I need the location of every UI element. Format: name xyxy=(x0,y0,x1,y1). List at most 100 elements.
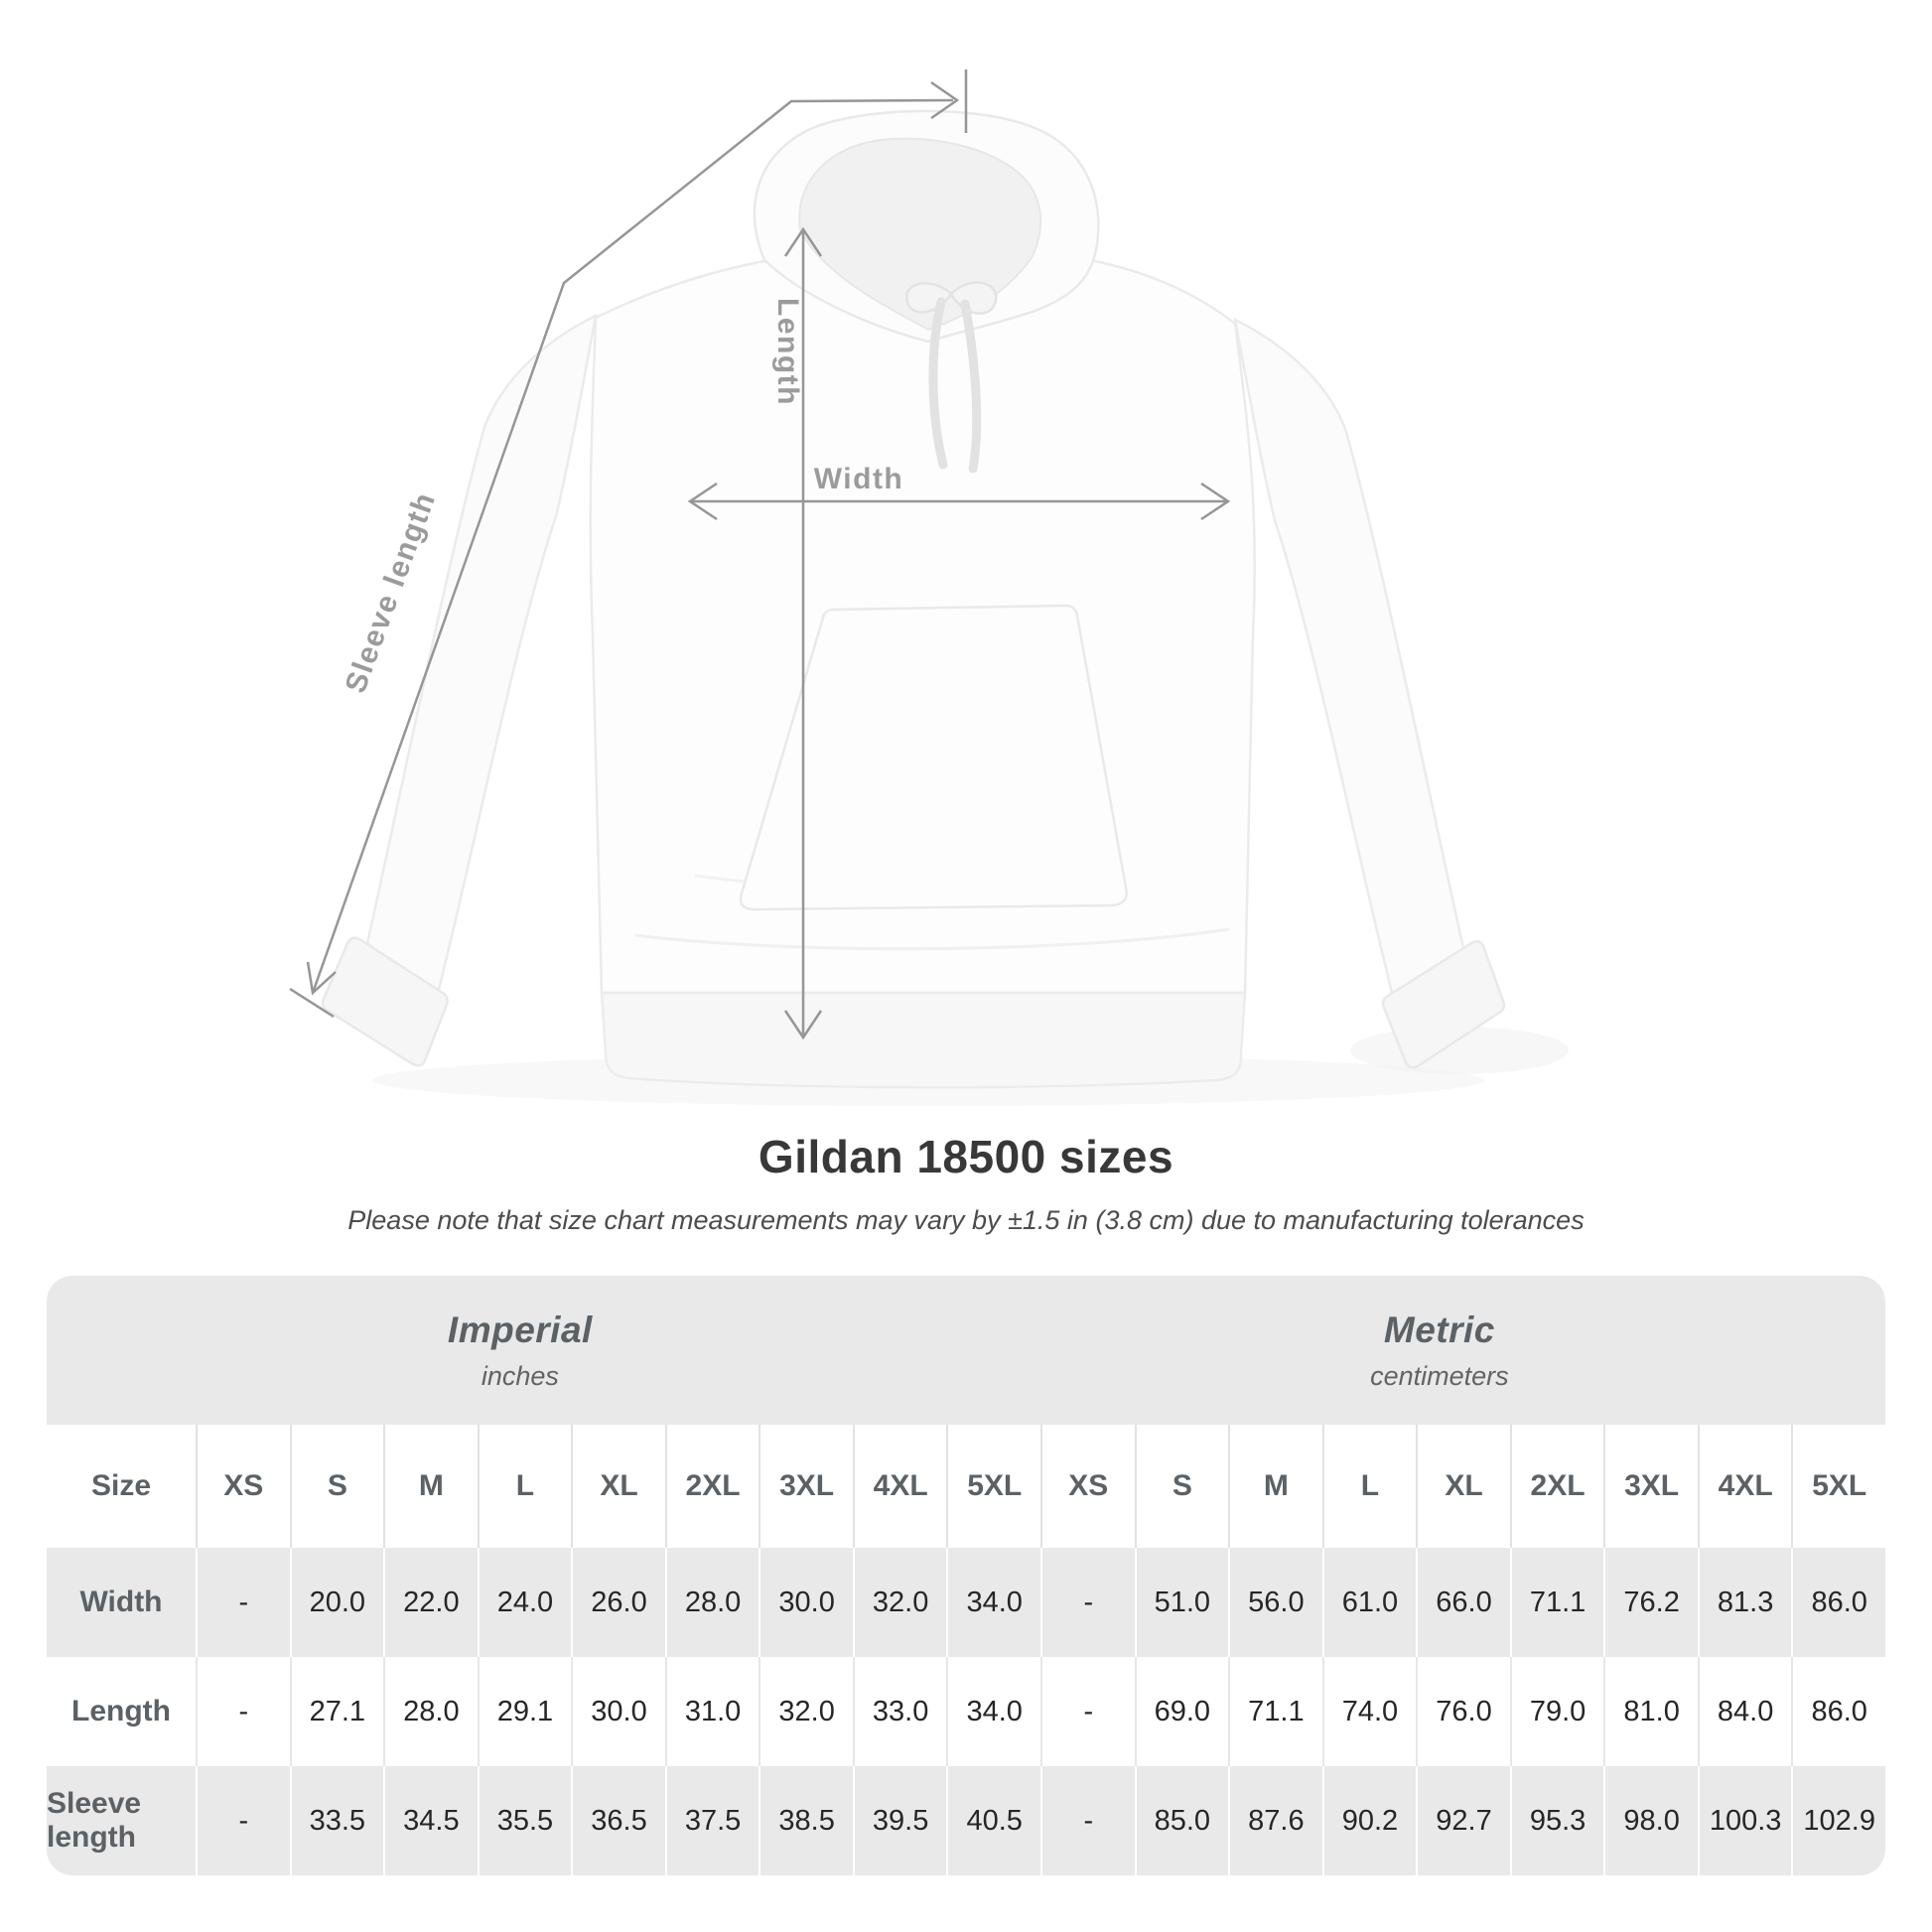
measurement-annotations xyxy=(289,69,1231,1040)
value-imperial-2xl: 31.0 xyxy=(664,1657,759,1766)
hoodie-measurement-diagram: Length Width Sleeve length xyxy=(289,69,1506,1089)
value-imperial-4xl: 33.0 xyxy=(852,1657,947,1766)
value-metric-3xl: 76.2 xyxy=(1603,1548,1698,1657)
value-metric-l: 90.2 xyxy=(1321,1766,1417,1875)
value-metric-4xl: 84.0 xyxy=(1697,1657,1792,1766)
sleeve-length-line xyxy=(311,98,954,994)
hoodie-sleeve-left xyxy=(365,313,598,1001)
value-metric-xl: 92.7 xyxy=(1416,1766,1510,1875)
size-header-metric-5xl: 5XL xyxy=(1791,1425,1885,1548)
sleeve-length-top-arrow xyxy=(930,80,960,120)
value-imperial-l: 35.5 xyxy=(477,1766,572,1875)
size-header-metric-m: M xyxy=(1228,1425,1322,1548)
hoodie-cuff-left xyxy=(321,936,449,1067)
value-imperial-xl: 26.0 xyxy=(571,1548,665,1657)
value-imperial-l: 24.0 xyxy=(477,1548,572,1657)
table-body: Width -20.0 22.0 24.0 26.0 28.0 30.0 32.0 34.0-5… xyxy=(47,1548,1885,1875)
size-header-metric-xl: XL xyxy=(1416,1425,1510,1548)
value-metric-l: 61.0 xyxy=(1321,1548,1417,1657)
value-metric-m: 56.0 xyxy=(1228,1548,1322,1657)
hoodie-sleeve-right xyxy=(1233,317,1465,1004)
hoodie-cuff-right xyxy=(1381,939,1506,1069)
unit-group-imperial: Imperial inches xyxy=(47,1276,994,1425)
value-imperial-4xl: 32.0 xyxy=(852,1548,947,1657)
value-imperial-2xl: 37.5 xyxy=(664,1766,759,1875)
value-imperial-xl: 30.0 xyxy=(571,1657,665,1766)
value-imperial-xs: - xyxy=(196,1766,290,1875)
value-metric-4xl: 81.3 xyxy=(1697,1548,1792,1657)
measurement-label: Width xyxy=(79,1586,163,1618)
metric-unit: centimeters xyxy=(1370,1360,1509,1391)
size-header-metric-l: L xyxy=(1321,1425,1417,1548)
width-arrow-left xyxy=(687,482,718,521)
measurement-row-width: Width -20.0 22.0 24.0 26.0 28.0 30.0 32.0 34.0-5… xyxy=(47,1548,1885,1657)
value-imperial-2xl: 28.0 xyxy=(664,1548,759,1657)
value-metric-5xl: 102.9 xyxy=(1791,1766,1885,1875)
hoodie-pocket xyxy=(739,604,1128,911)
value-imperial-3xl: 30.0 xyxy=(759,1548,853,1657)
size-table: Imperial inches Metric centimeters Size X… xyxy=(47,1276,1885,1875)
heading-block: Gildan 18500 sizes Please note that size… xyxy=(0,1130,1932,1236)
unit-band: Imperial inches Metric centimeters xyxy=(47,1276,1885,1425)
tolerance-note: Please note that size chart measurements… xyxy=(347,1205,1585,1235)
length-label: Length xyxy=(771,298,804,406)
value-metric-2xl: 71.1 xyxy=(1509,1548,1604,1657)
size-header-row: Size XS S M L XL 2XL 3XL 4XL 5XL XS S M L XL 2XL 3XL 4XL 5… xyxy=(47,1425,1885,1548)
size-header-imperial-xs: XS xyxy=(196,1425,290,1548)
value-metric-3xl: 98.0 xyxy=(1603,1766,1698,1875)
size-header-imperial-xl: XL xyxy=(571,1425,665,1548)
width-label: Width xyxy=(814,463,904,495)
value-metric-xl: 66.0 xyxy=(1416,1548,1510,1657)
sleeve-length-bottom-tick xyxy=(289,987,335,1019)
size-header-metric-3xl: 3XL xyxy=(1603,1425,1698,1548)
imperial-title: Imperial xyxy=(447,1309,593,1350)
value-imperial-3xl: 38.5 xyxy=(759,1766,853,1875)
measurement-row-length: Length -27.1 28.0 29.1 30.0 31.0 32.0 33.0 34.0-… xyxy=(47,1657,1885,1766)
value-metric-2xl: 95.3 xyxy=(1509,1766,1604,1875)
measurement-label: Length xyxy=(71,1695,171,1727)
value-metric-m: 87.6 xyxy=(1228,1766,1322,1875)
hoodie-illustration xyxy=(321,109,1506,1089)
value-imperial-xl: 36.5 xyxy=(571,1766,665,1875)
value-imperial-s: 27.1 xyxy=(289,1657,384,1766)
sleeve-length-bottom-arrow xyxy=(306,961,337,996)
measurement-label: Sleeve length xyxy=(47,1787,142,1854)
value-imperial-xs: - xyxy=(196,1657,290,1766)
body-wrinkle xyxy=(634,927,1230,951)
value-imperial-5xl: 34.0 xyxy=(946,1657,1040,1766)
value-imperial-5xl: 34.0 xyxy=(946,1548,1040,1657)
value-metric-xl: 76.0 xyxy=(1416,1657,1510,1766)
width-arrow-right xyxy=(1200,482,1231,521)
value-metric-4xl: 100.3 xyxy=(1697,1766,1792,1875)
value-metric-2xl: 79.0 xyxy=(1509,1657,1604,1766)
size-header-imperial-s: S xyxy=(289,1425,384,1548)
value-imperial-3xl: 32.0 xyxy=(759,1657,853,1766)
value-metric-s: 85.0 xyxy=(1134,1766,1229,1875)
size-header-imperial-4xl: 4XL xyxy=(852,1425,947,1548)
hoodie-hem xyxy=(600,991,1247,1089)
value-imperial-s: 33.5 xyxy=(289,1766,384,1875)
value-imperial-xs: - xyxy=(196,1548,290,1657)
value-metric-3xl: 81.0 xyxy=(1603,1657,1698,1766)
page-title: Gildan 18500 sizes xyxy=(758,1131,1174,1182)
value-imperial-5xl: 40.5 xyxy=(946,1766,1040,1875)
value-metric-xs: - xyxy=(1040,1657,1135,1766)
drawstring-right xyxy=(960,299,982,474)
measurement-row-sleeve-length: Sleeve length -33.5 34.5 35.5 36.5 37.5 38.5 39… xyxy=(47,1766,1885,1875)
size-header-metric-4xl: 4XL xyxy=(1697,1425,1792,1548)
value-metric-5xl: 86.0 xyxy=(1791,1657,1885,1766)
size-header-metric-xs: XS xyxy=(1040,1425,1135,1548)
size-header-imperial-2xl: 2XL xyxy=(664,1425,759,1548)
size-header-metric-s: S xyxy=(1134,1425,1229,1548)
value-metric-m: 71.1 xyxy=(1228,1657,1322,1766)
length-arrow-down xyxy=(783,1010,823,1040)
size-header-imperial-l: L xyxy=(477,1425,572,1548)
value-metric-xs: - xyxy=(1040,1766,1135,1875)
metric-title: Metric xyxy=(1383,1309,1495,1350)
length-arrow-up xyxy=(783,226,823,257)
size-column-header: Size xyxy=(90,1469,152,1502)
value-imperial-m: 28.0 xyxy=(383,1657,478,1766)
unit-group-metric: Metric centimeters xyxy=(994,1276,1885,1425)
value-metric-xs: - xyxy=(1040,1548,1135,1657)
